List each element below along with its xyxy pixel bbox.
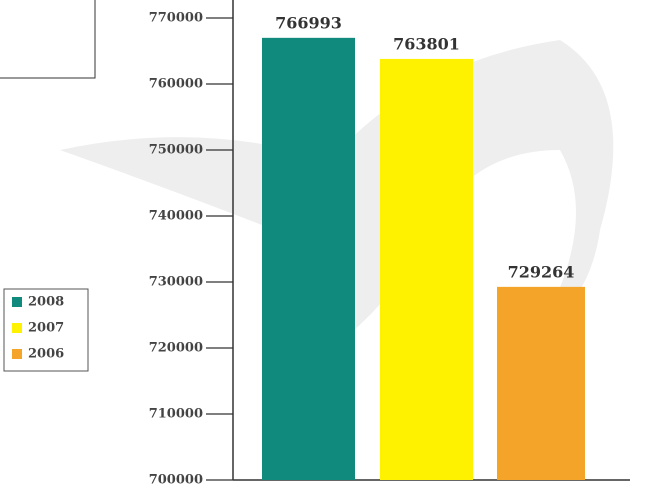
value-label: 763801 [393,34,460,53]
page: {"chart_data": {"type": "bar", "categori… [0,0,651,491]
y-tick-label: 700000 [149,473,203,488]
y-tick-label: 710000 [149,407,203,422]
y-tick-label: 720000 [149,341,203,356]
bar [497,287,585,480]
y-tick-label: 730000 [149,275,203,290]
y-tick-label: 750000 [149,143,203,158]
legend-swatch [12,349,22,359]
y-tick-label: 760000 [149,77,203,92]
legend-swatch [12,297,22,307]
legend-swatch [12,323,22,333]
value-label: 766993 [275,13,342,32]
frame-box [0,0,95,78]
y-tick-label: 770000 [149,11,203,26]
legend-label: 2008 [28,295,64,310]
legend-label: 2006 [28,347,64,362]
bar [262,38,355,480]
value-label: 729264 [508,262,575,281]
y-tick-label: 740000 [149,209,203,224]
legend-label: 2007 [28,321,64,336]
bar [380,59,473,480]
chart: 700000 710000 720000 730000 740000 750000 7600… [0,0,651,491]
